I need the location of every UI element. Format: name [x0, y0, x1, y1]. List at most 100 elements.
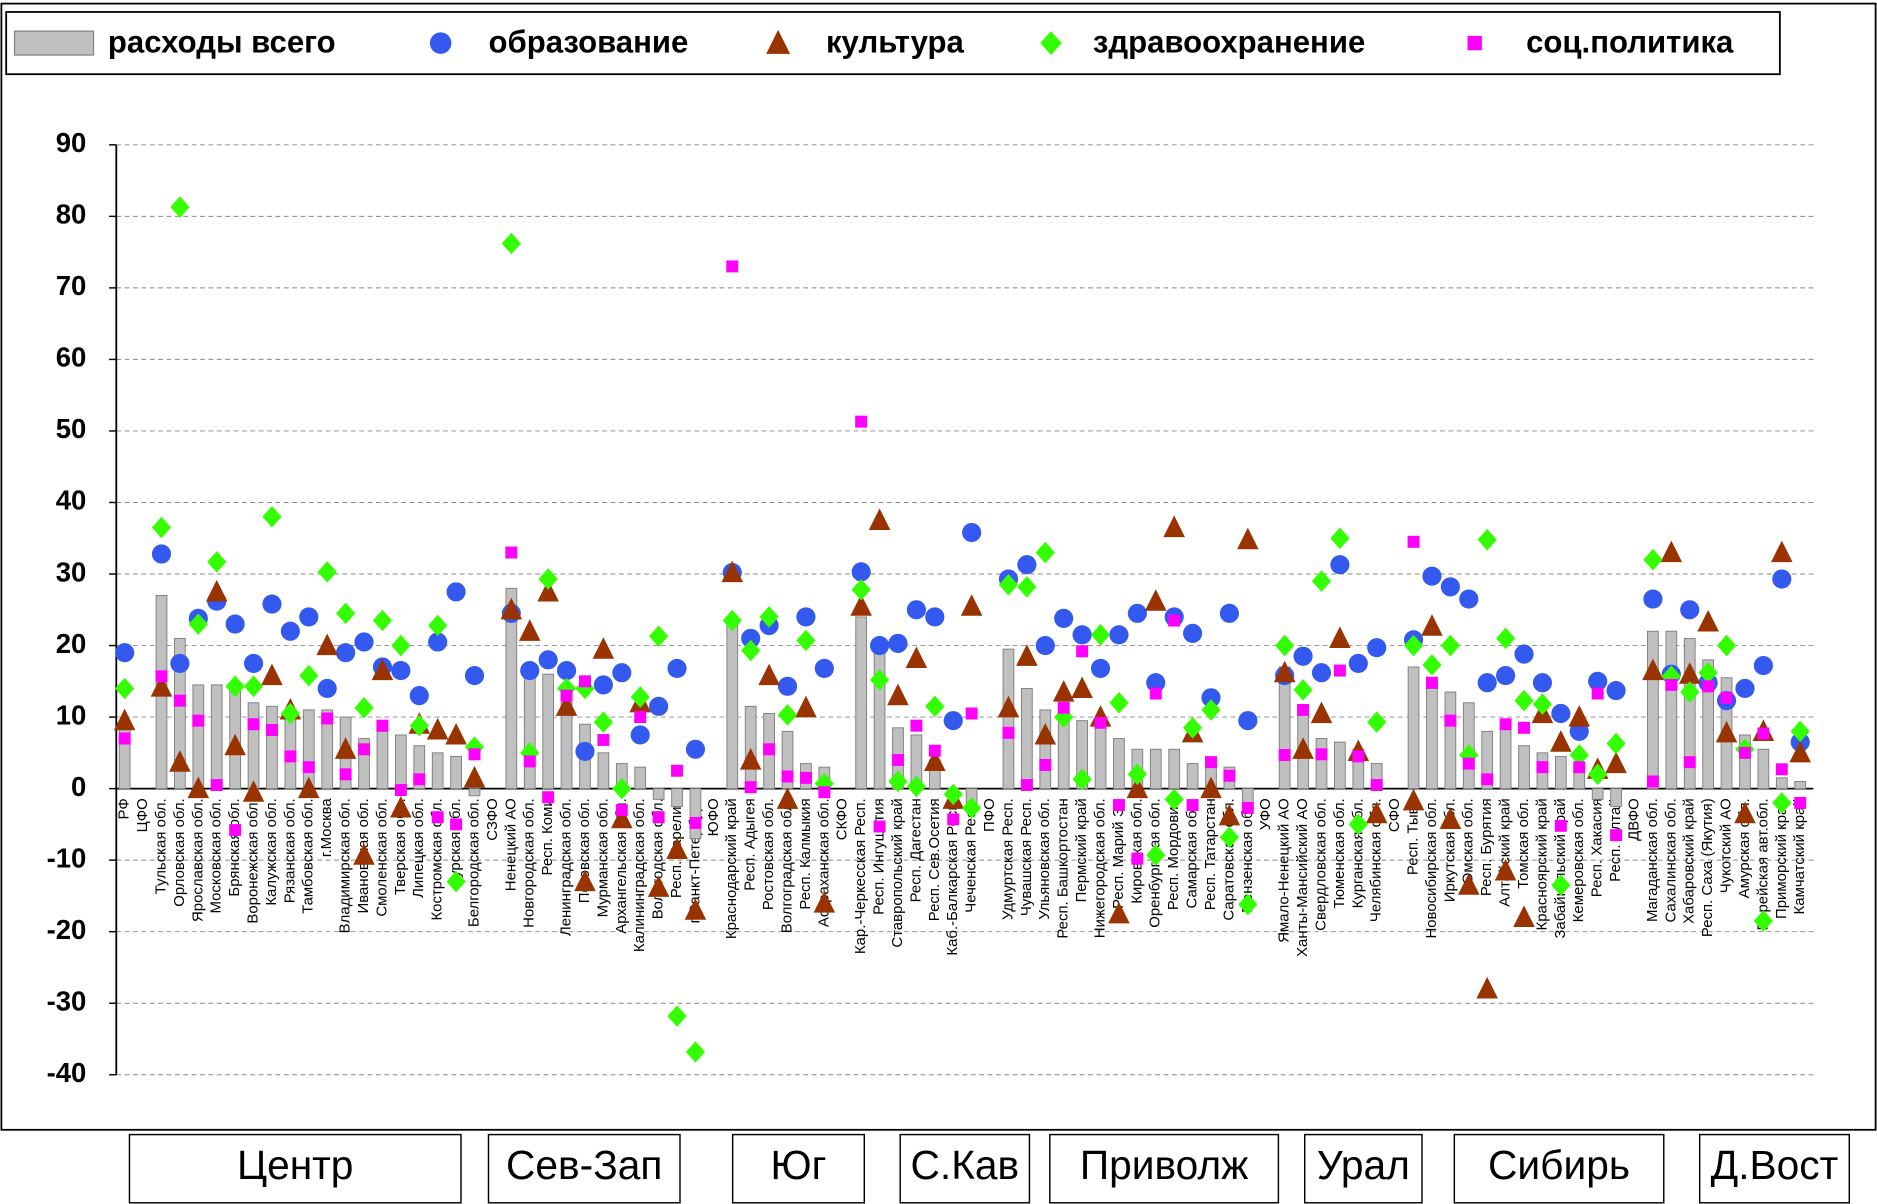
social-point [855, 415, 868, 428]
social-point [229, 824, 242, 837]
culture-point [1292, 737, 1314, 759]
y-tick-label: 0 [71, 771, 86, 802]
social-point [910, 719, 923, 732]
y-tick-label: 50 [56, 413, 87, 444]
social-point [873, 820, 886, 833]
x-tick-label: Респ. Ингушетия [871, 798, 888, 915]
x-tick-label: Астраханская обл. [815, 798, 832, 927]
bar [1481, 730, 1494, 790]
culture-point [1310, 701, 1333, 724]
social-point [523, 755, 536, 768]
x-tick-label: ЮФО [705, 798, 722, 836]
social-point [634, 711, 647, 724]
bar [1315, 738, 1328, 790]
edu-point [796, 607, 816, 627]
edu-point [1680, 600, 1700, 620]
health-point [1753, 910, 1773, 932]
x-tick-label: Пермский край [1073, 798, 1090, 902]
social-point [1683, 756, 1696, 769]
health-point [925, 695, 945, 718]
region-box [1049, 1133, 1280, 1204]
bar [468, 788, 481, 797]
culture-point [592, 637, 615, 659]
edu-point [299, 607, 319, 627]
x-tick-label: ПФО [981, 798, 998, 832]
bar [505, 587, 518, 790]
culture-point [205, 579, 228, 602]
edu-point [1459, 589, 1479, 609]
health-point [759, 606, 779, 628]
health-point [741, 639, 761, 662]
social-point [1554, 819, 1567, 832]
edu-point [1054, 608, 1074, 628]
region-box [1304, 1133, 1423, 1204]
x-tick-label: Владимирская обл. [337, 798, 354, 933]
region-label: Юг [770, 1142, 826, 1188]
bar [247, 702, 260, 790]
edu-point [1367, 638, 1387, 658]
region-label: Центр [237, 1142, 353, 1188]
x-tick-label: СЗФО [484, 798, 501, 841]
culture-point [518, 619, 541, 641]
edu-point [962, 522, 982, 543]
health-point [372, 609, 393, 632]
x-tick-label: Пензенская обл. [1239, 798, 1256, 913]
x-tick-label: ЦФО [134, 798, 151, 832]
bar [726, 616, 739, 790]
bar [1591, 788, 1604, 800]
x-tick-label: ДВФО [1625, 798, 1642, 841]
x-tick-label: Красноярский край [1533, 798, 1550, 930]
edu-point [1551, 703, 1571, 724]
culture-point [1568, 705, 1591, 727]
social-point [763, 743, 776, 756]
social-point [744, 781, 757, 794]
region-box [899, 1133, 1031, 1204]
social-point [247, 718, 260, 731]
region-label: Урал [1317, 1142, 1410, 1188]
culture-point [684, 898, 707, 920]
culture-point [242, 780, 265, 802]
social-point [376, 719, 389, 732]
culture-point [1789, 740, 1811, 763]
bar [450, 755, 462, 790]
social-point [892, 754, 904, 766]
health-point [501, 232, 521, 255]
edu-point [1035, 635, 1055, 656]
edu-point [1183, 623, 1203, 643]
region-box [1698, 1133, 1850, 1204]
social-point [1223, 769, 1236, 782]
edu-point [1588, 671, 1608, 691]
health-point [299, 664, 319, 687]
health-point [115, 677, 135, 700]
social-point [652, 811, 665, 824]
region-label: Приволж [1080, 1142, 1249, 1188]
culture-point [353, 843, 375, 865]
bar [1334, 741, 1346, 790]
culture-point [1218, 803, 1241, 826]
health-point [943, 783, 963, 806]
edu-point [1735, 678, 1755, 699]
health-point [630, 686, 650, 708]
y-tick-label: 30 [56, 556, 87, 587]
social-point [450, 818, 463, 831]
social-point [1536, 761, 1549, 774]
legend-swatch [766, 29, 791, 54]
culture-point [1734, 801, 1756, 824]
culture-point [1016, 644, 1038, 666]
health-point [391, 634, 411, 657]
y-tick-label: 90 [56, 127, 87, 158]
bar [542, 673, 555, 790]
x-tick-label: Респ. Тыва [1404, 798, 1421, 876]
health-point [336, 602, 356, 625]
culture-point [1458, 873, 1480, 895]
health-point [851, 578, 871, 601]
edu-point [814, 658, 834, 679]
culture-point [1402, 788, 1425, 811]
x-tick-label: Хабаровский край [1681, 798, 1698, 924]
y-tick-label: -20 [47, 914, 87, 945]
legend-label: здравоохранение [1093, 25, 1365, 60]
edu-point [464, 666, 485, 686]
health-point [1588, 763, 1608, 786]
health-point [1311, 570, 1332, 592]
